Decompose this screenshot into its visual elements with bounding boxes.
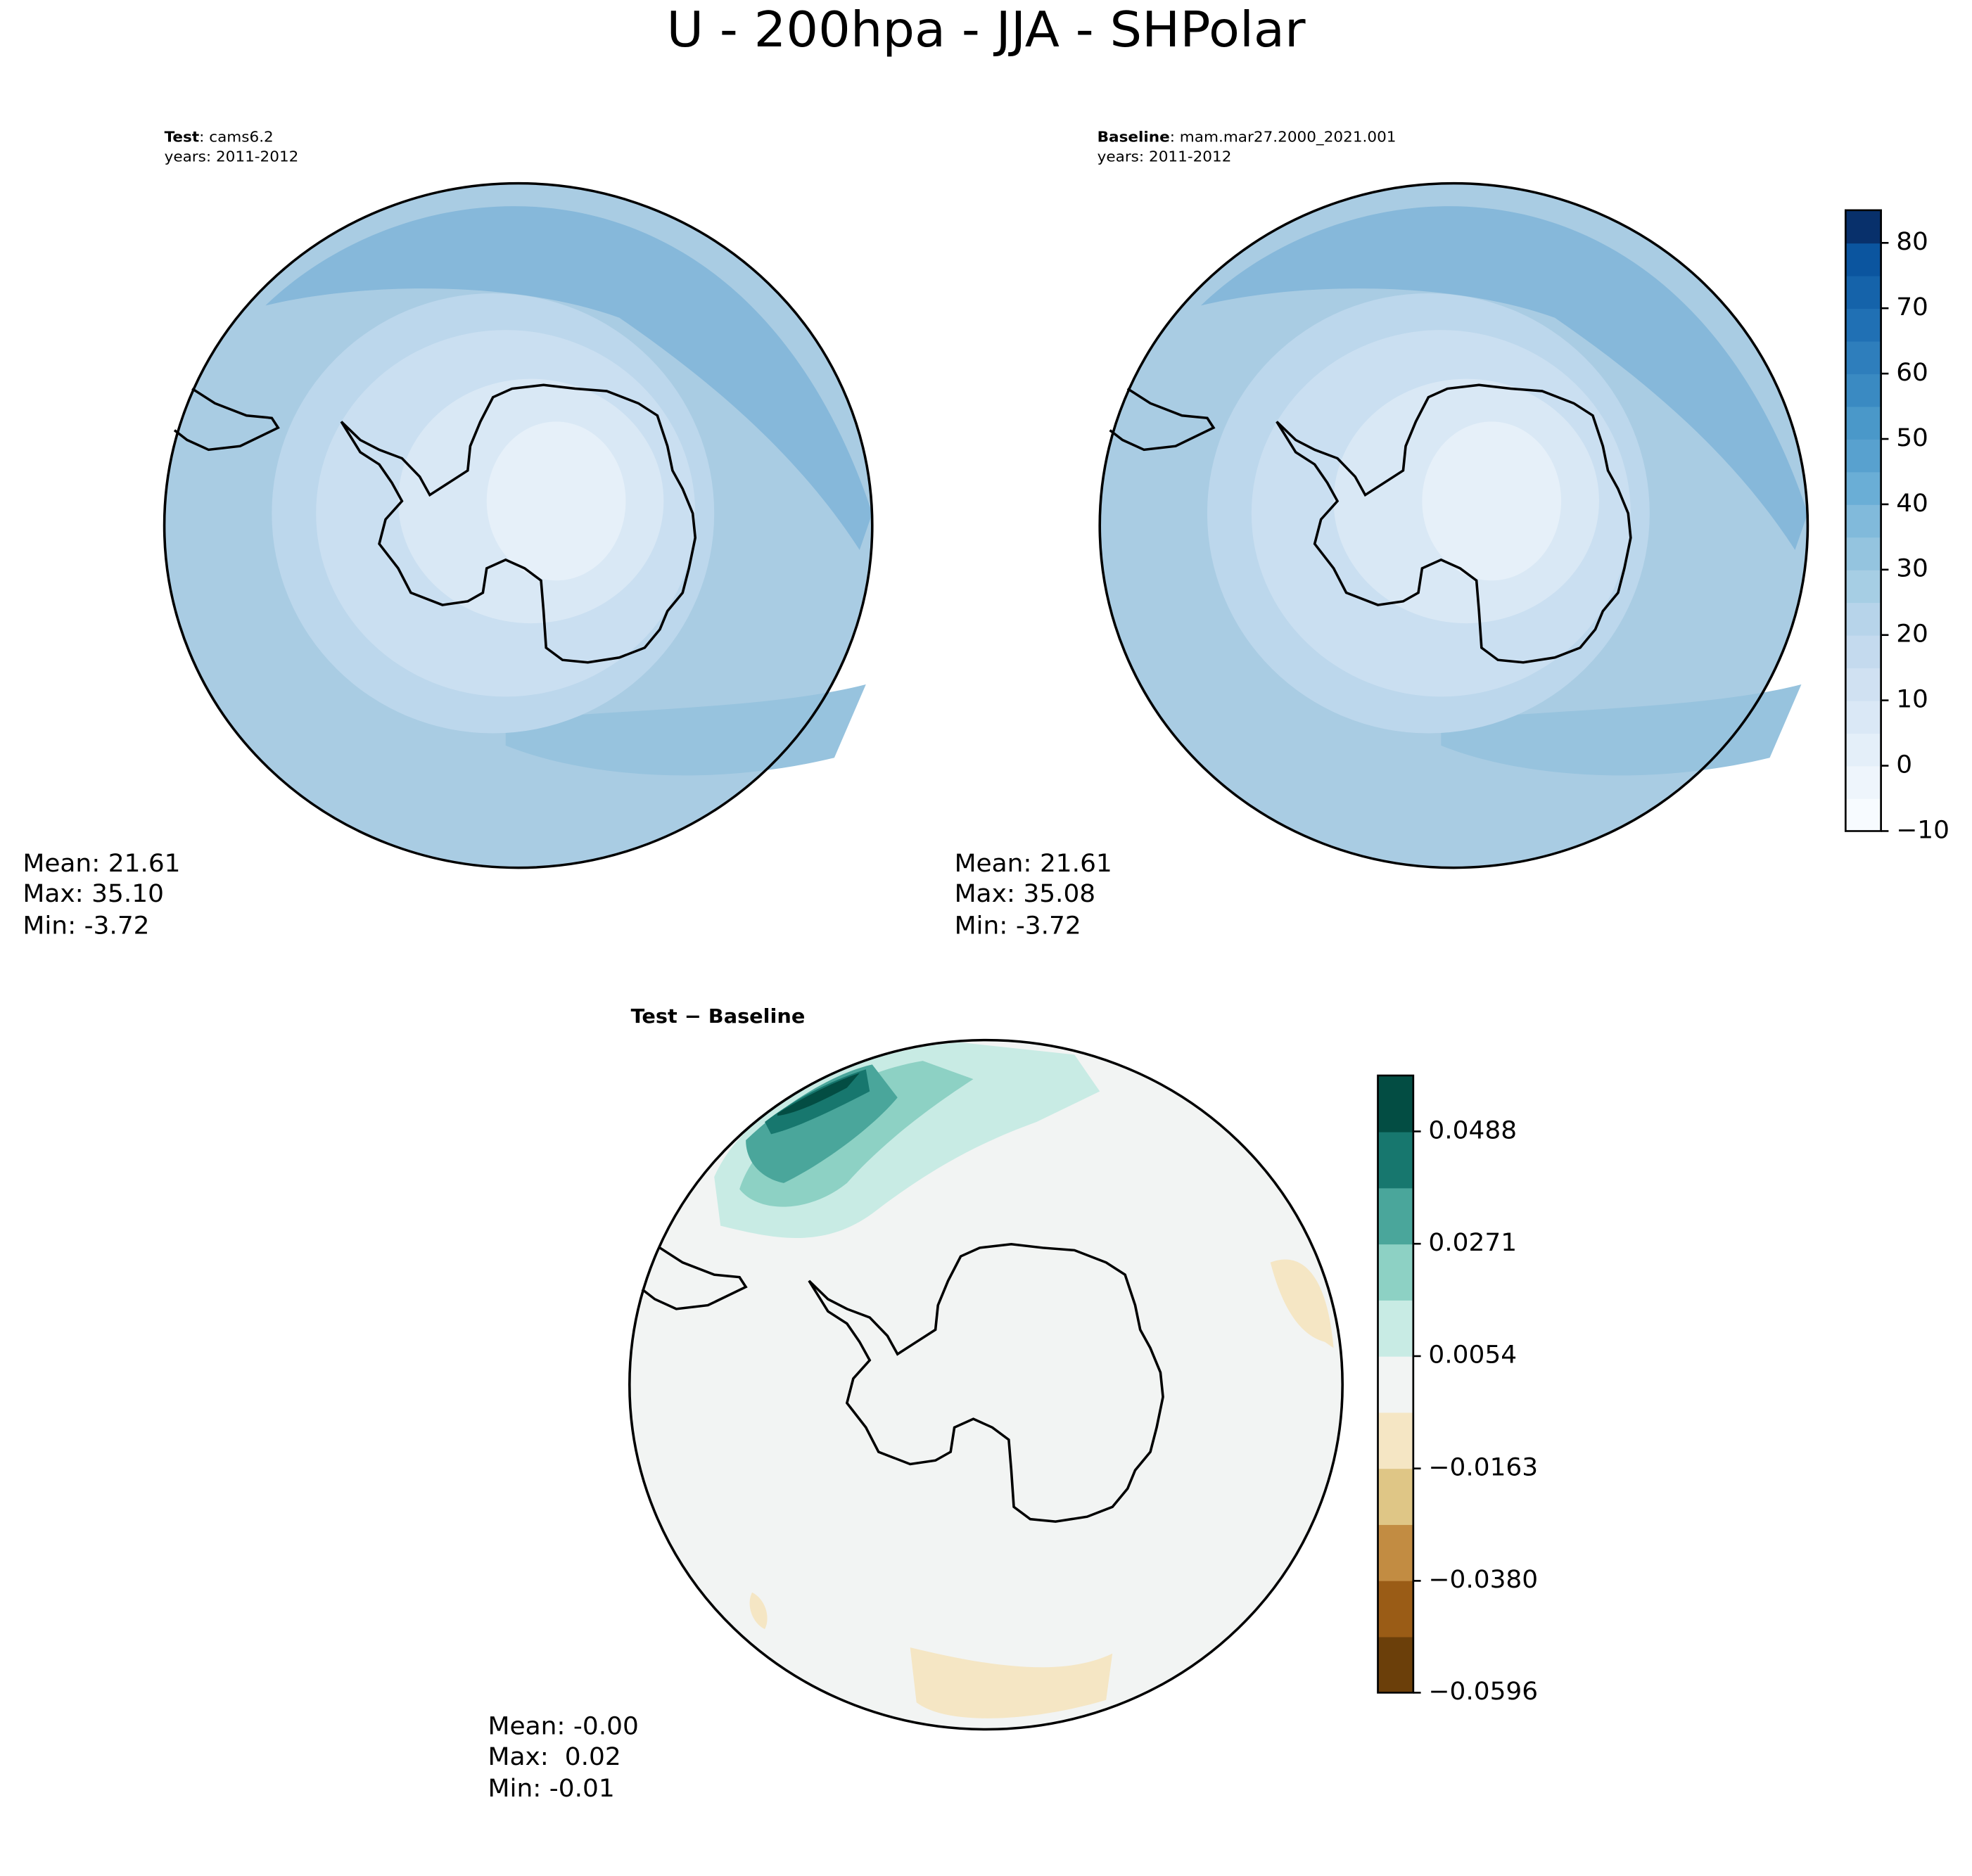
colorbar-band [1845, 308, 1881, 342]
colorbar-tick-label: 0.0488 [1428, 1116, 1517, 1144]
colorbar-band [1845, 602, 1881, 636]
colorbar-band [1845, 765, 1881, 799]
colorbar-band [1845, 668, 1881, 701]
panel-header: Test: cams6.2 [165, 128, 274, 146]
figure-title: U - 200hpa - JJA - SHPolar [666, 1, 1306, 58]
colorbar-tick-label: 0 [1896, 751, 1912, 779]
stat: Max: 0.02 [488, 1742, 621, 1770]
stat: Min: -3.72 [955, 912, 1081, 940]
colorbar-frame [1377, 1074, 1415, 1694]
colorbar-band [1378, 1636, 1413, 1694]
colorbar-band [1845, 406, 1881, 440]
stat: Max: 35.08 [955, 880, 1096, 908]
colorbar-band [1845, 275, 1881, 310]
stat: Min: -0.01 [488, 1775, 615, 1803]
colorbar-band [1845, 569, 1881, 604]
colorbar-band [1378, 1580, 1413, 1638]
colorbar-tick-label: 20 [1896, 620, 1928, 648]
map-baseline [1098, 181, 1809, 869]
stat: Mean: 21.61 [23, 849, 180, 877]
stat: Min: -3.72 [23, 912, 149, 940]
colorbar-band [1845, 471, 1881, 505]
colorbar-band [1845, 439, 1881, 473]
colorbar-tick-label: 60 [1896, 358, 1928, 386]
colorbar-tick-label: 80 [1896, 228, 1928, 256]
map-test [163, 181, 874, 869]
colorbar-band [1845, 340, 1881, 374]
colorbar-band [1378, 1468, 1413, 1525]
colorbar-tick-label: −0.0596 [1428, 1678, 1538, 1706]
colorbar-band [1845, 504, 1881, 538]
colorbar-tick-label: −10 [1896, 816, 1949, 844]
panel-years: years: 2011-2012 [1098, 148, 1232, 165]
colorbar-tick-label: 70 [1896, 293, 1928, 321]
colorbar-tick-label: 30 [1896, 554, 1928, 582]
colorbar-band [1378, 1524, 1413, 1581]
colorbar-band [1378, 1075, 1413, 1132]
stat: Mean: -0.00 [488, 1712, 639, 1740]
colorbar-band [1378, 1187, 1413, 1245]
colorbar-band [1378, 1412, 1413, 1469]
colorbar-band [1378, 1244, 1413, 1301]
map-difference [628, 1038, 1344, 1731]
colorbar-band [1378, 1131, 1413, 1189]
colorbar-tick-label: 0.0054 [1428, 1341, 1517, 1369]
colorbar-tick-label: 40 [1896, 489, 1928, 517]
colorbar-tick-label: 0.0271 [1428, 1229, 1517, 1257]
colorbar-band [1845, 210, 1881, 244]
colorbar-tick-label: 50 [1896, 423, 1928, 452]
colorbar-band [1845, 243, 1881, 276]
stat: Max: 35.10 [23, 880, 164, 908]
colorbar-frame [1844, 209, 1882, 832]
colorbar-band [1378, 1355, 1413, 1413]
colorbar-tick-label: 10 [1896, 685, 1928, 713]
colorbar-band [1845, 537, 1881, 570]
colorbar-band [1845, 634, 1881, 669]
colorbar-tick-label: −0.0380 [1428, 1566, 1538, 1594]
colorbar-tick-label: −0.0163 [1428, 1453, 1538, 1481]
panel-years: years: 2011-2012 [165, 148, 299, 165]
colorbar-band [1845, 798, 1881, 832]
stat: Mean: 21.61 [955, 849, 1112, 877]
panel-header: Test − Baseline [631, 1005, 806, 1028]
panel-header: Baseline: mam.mar27.2000_2021.001 [1098, 128, 1397, 146]
colorbar-band [1845, 374, 1881, 407]
colorbar-band [1378, 1300, 1413, 1357]
colorbar-band [1845, 733, 1881, 767]
colorbar-band [1845, 700, 1881, 734]
